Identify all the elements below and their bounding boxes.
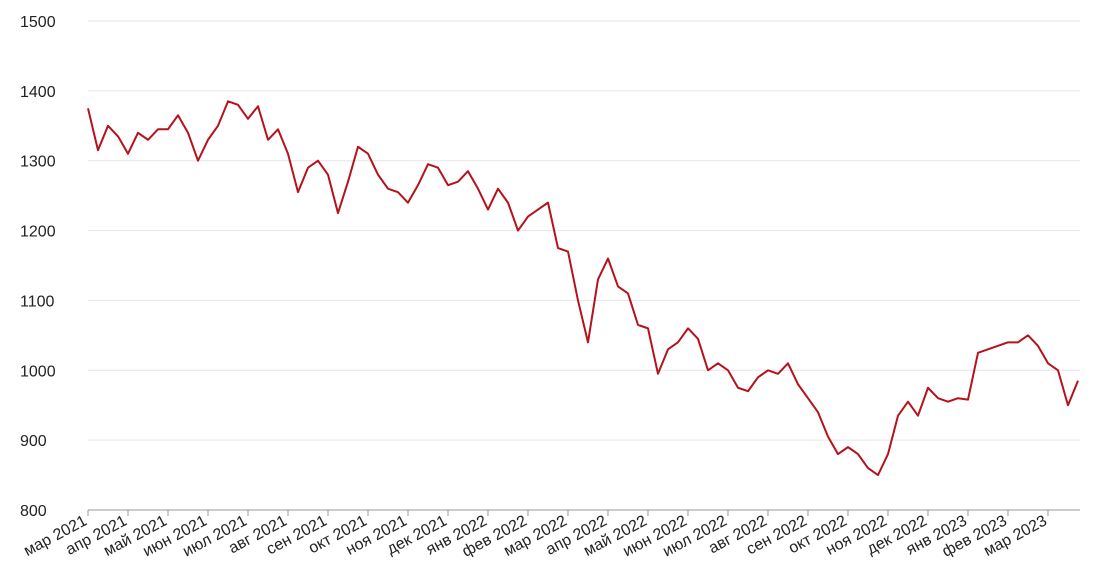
y-tick-label: 1100 [20,293,55,310]
y-tick-label: 1200 [20,224,56,241]
y-tick-label: 800 [20,503,47,520]
line [87,100,1079,477]
y-tick-label: 1300 [20,154,56,171]
y-tick-label: 900 [20,433,47,450]
y-tick-label: 1500 [20,14,56,31]
y-tick-label: 1000 [20,363,56,380]
y-tick-label: 1400 [20,84,56,101]
